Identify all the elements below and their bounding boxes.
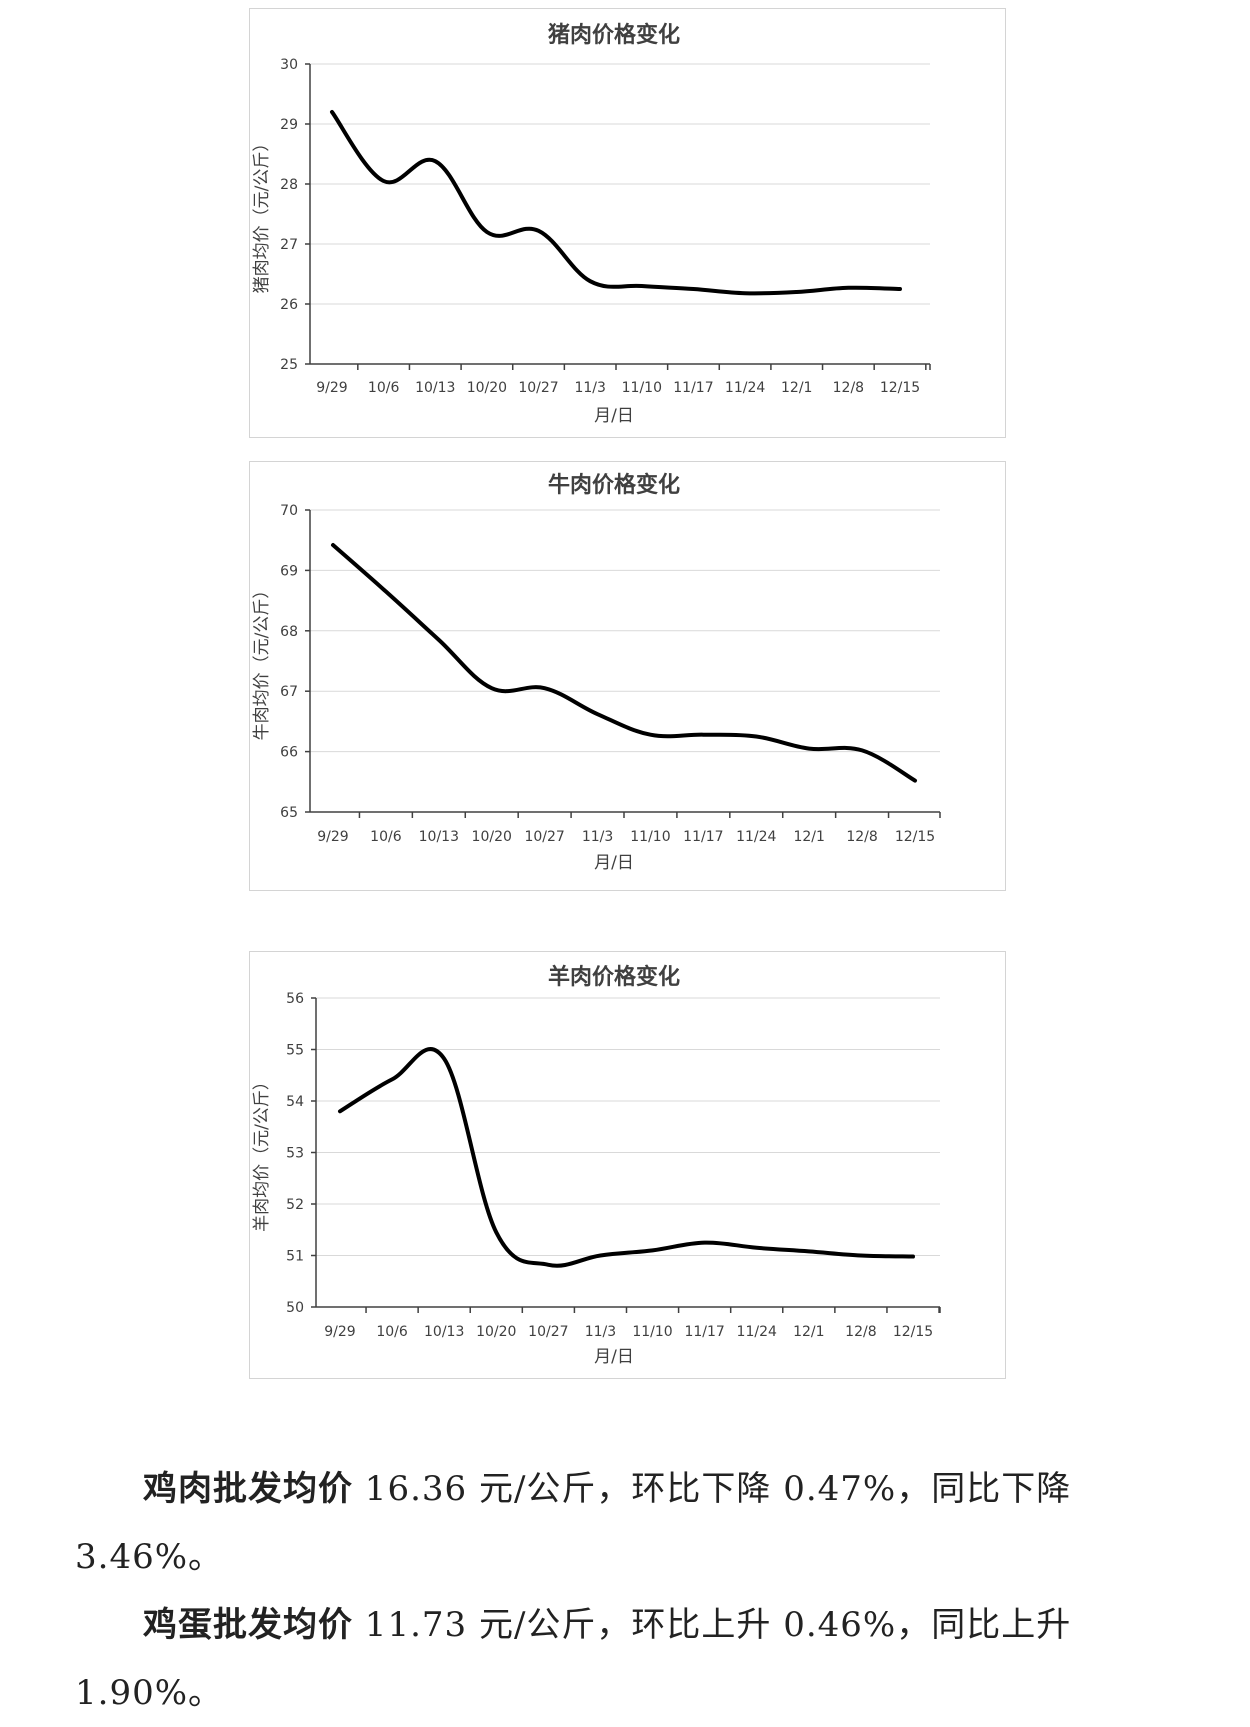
- x-tick-label: 10/27: [524, 829, 564, 845]
- series-line: [340, 1049, 913, 1266]
- y-tick-label: 27: [280, 237, 298, 253]
- chicken-lead: 鸡肉批发均价: [143, 1469, 353, 1509]
- x-tick-label: 12/8: [833, 380, 864, 396]
- x-tick-label: 11/24: [725, 380, 765, 396]
- beef-chart: 65 66 67 68 69 70 9/29 10/6 10/13 10/20 10/27 11/3 1…: [250, 462, 1007, 892]
- x-tick-label: 12/1: [793, 1324, 824, 1340]
- y-tick-label: 68: [280, 624, 298, 640]
- y-tick-label: 50: [286, 1300, 304, 1316]
- y-tick-label: 54: [286, 1094, 304, 1110]
- x-tick-label: 11/10: [622, 380, 662, 396]
- x-axis-label: 月/日: [594, 1347, 634, 1367]
- x-axis-label: 月/日: [594, 406, 634, 426]
- x-tick-label: 9/29: [324, 1324, 355, 1340]
- x-tick-label: 12/8: [845, 1324, 876, 1340]
- chart-title: 羊肉价格变化: [548, 964, 680, 990]
- x-tick-label: 11/10: [632, 1324, 672, 1340]
- y-tick-label: 66: [280, 745, 298, 761]
- pork-chart: 25 26 27 28 29 30 9/29 10/6 10/13 10/20 10/27 11/3 1…: [250, 9, 1007, 439]
- x-tick-label: 11/10: [630, 829, 670, 845]
- y-tick-label: 28: [280, 177, 298, 193]
- y-tick-label: 56: [286, 991, 304, 1007]
- y-tick-label: 25: [280, 357, 298, 373]
- mutton-chart-panel: 50 51 52 53 54 55 56 9/29 10/6 10/13 10/20 10/27 11/…: [249, 951, 1006, 1379]
- y-tick-label: 69: [280, 563, 298, 579]
- x-tick-label: 10/6: [376, 1324, 408, 1340]
- x-tick-label: 12/1: [793, 829, 824, 845]
- x-tick-label: 10/13: [419, 829, 459, 845]
- y-tick-label: 52: [286, 1197, 304, 1213]
- x-tick-label: 11/24: [736, 829, 776, 845]
- x-tick-label: 10/20: [476, 1324, 516, 1340]
- y-tick-label: 29: [280, 117, 298, 133]
- y-axis-label: 猪肉均价（元/公斤）: [252, 135, 272, 294]
- x-tick-label: 10/20: [472, 829, 512, 845]
- x-tick-label: 12/1: [781, 380, 812, 396]
- x-tick-label: 10/13: [424, 1324, 464, 1340]
- x-tick-label: 9/29: [317, 829, 348, 845]
- mutton-chart: 50 51 52 53 54 55 56 9/29 10/6 10/13 10/20 10/27 11/…: [250, 952, 1007, 1380]
- x-tick-label: 11/24: [737, 1324, 777, 1340]
- y-tick-label: 26: [280, 297, 298, 313]
- y-tick-label: 67: [280, 684, 298, 700]
- x-tick-label: 10/6: [370, 829, 402, 845]
- x-tick-label: 11/3: [582, 829, 613, 845]
- y-axis-label: 羊肉均价（元/公斤）: [252, 1073, 272, 1232]
- x-tick-label: 12/15: [895, 829, 935, 845]
- x-tick-label: 11/17: [683, 829, 723, 845]
- y-tick-label: 30: [280, 57, 298, 73]
- x-tick-label: 10/27: [518, 380, 558, 396]
- x-tick-label: 10/6: [368, 380, 400, 396]
- y-tick-label: 53: [286, 1146, 304, 1162]
- egg-paragraph: 鸡蛋批发均价 11.73 元/公斤，环比上升 0.46%，同比上升 1.90%。: [75, 1591, 1185, 1727]
- y-tick-label: 70: [280, 503, 298, 519]
- y-axis-label: 牛肉均价（元/公斤）: [252, 582, 272, 741]
- chart-title: 牛肉价格变化: [548, 472, 680, 498]
- series-line: [332, 112, 900, 293]
- x-tick-label: 11/3: [585, 1324, 616, 1340]
- series-line: [333, 545, 915, 781]
- y-tick-label: 55: [286, 1043, 304, 1059]
- x-tick-label: 11/3: [574, 380, 605, 396]
- x-tick-label: 10/20: [467, 380, 507, 396]
- price-summary-text: 鸡肉批发均价 16.36 元/公斤，环比下降 0.47%，同比下降 3.46%。…: [75, 1455, 1185, 1727]
- x-tick-label: 10/13: [415, 380, 455, 396]
- chicken-paragraph: 鸡肉批发均价 16.36 元/公斤，环比下降 0.47%，同比下降 3.46%。: [75, 1455, 1185, 1591]
- y-tick-label: 51: [286, 1249, 304, 1265]
- beef-chart-panel: 65 66 67 68 69 70 9/29 10/6 10/13 10/20 10/27 11/3 1…: [249, 461, 1006, 891]
- x-tick-label: 12/15: [893, 1324, 933, 1340]
- pork-chart-panel: 25 26 27 28 29 30 9/29 10/6 10/13 10/20 10/27 11/3 1…: [249, 8, 1006, 438]
- x-axis-label: 月/日: [594, 853, 634, 873]
- chart-title: 猪肉价格变化: [548, 22, 680, 48]
- x-tick-label: 12/8: [846, 829, 877, 845]
- x-tick-label: 11/17: [684, 1324, 724, 1340]
- egg-lead: 鸡蛋批发均价: [143, 1605, 353, 1645]
- x-tick-label: 11/17: [673, 380, 713, 396]
- y-tick-label: 65: [280, 805, 298, 821]
- x-tick-label: 9/29: [316, 380, 347, 396]
- x-tick-label: 10/27: [528, 1324, 568, 1340]
- x-tick-label: 12/15: [880, 380, 920, 396]
